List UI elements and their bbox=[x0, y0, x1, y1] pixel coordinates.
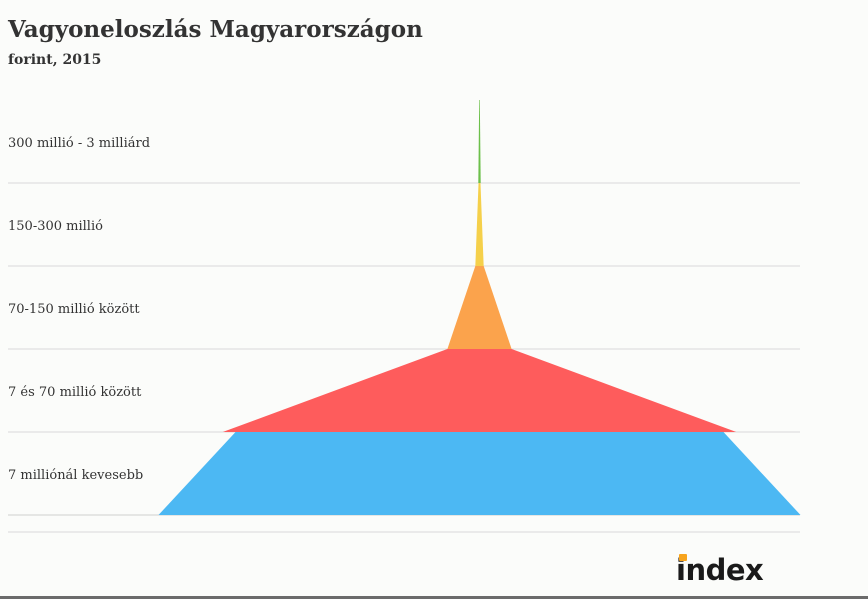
category-label: 300 millió - 3 milliárd bbox=[8, 136, 150, 151]
pyramid-band bbox=[475, 183, 484, 266]
pyramid-band bbox=[447, 266, 512, 349]
category-label: 7 milliónál kevesebb bbox=[8, 468, 143, 483]
bottom-rule bbox=[0, 596, 868, 599]
index-logo: index bbox=[676, 553, 764, 587]
chart-title: Vagyoneloszlás Magyarországon bbox=[8, 16, 423, 43]
logo-text: index bbox=[676, 553, 764, 587]
category-label: 70-150 millió között bbox=[8, 302, 140, 317]
pyramid-band bbox=[478, 100, 481, 183]
category-label: 7 és 70 millió között bbox=[8, 385, 142, 400]
pyramid-band bbox=[222, 349, 737, 432]
chart-subtitle: forint, 2015 bbox=[8, 52, 102, 68]
logo-dot-icon bbox=[679, 554, 687, 561]
pyramid-band bbox=[158, 432, 801, 515]
category-label: 150-300 millió bbox=[8, 219, 103, 234]
